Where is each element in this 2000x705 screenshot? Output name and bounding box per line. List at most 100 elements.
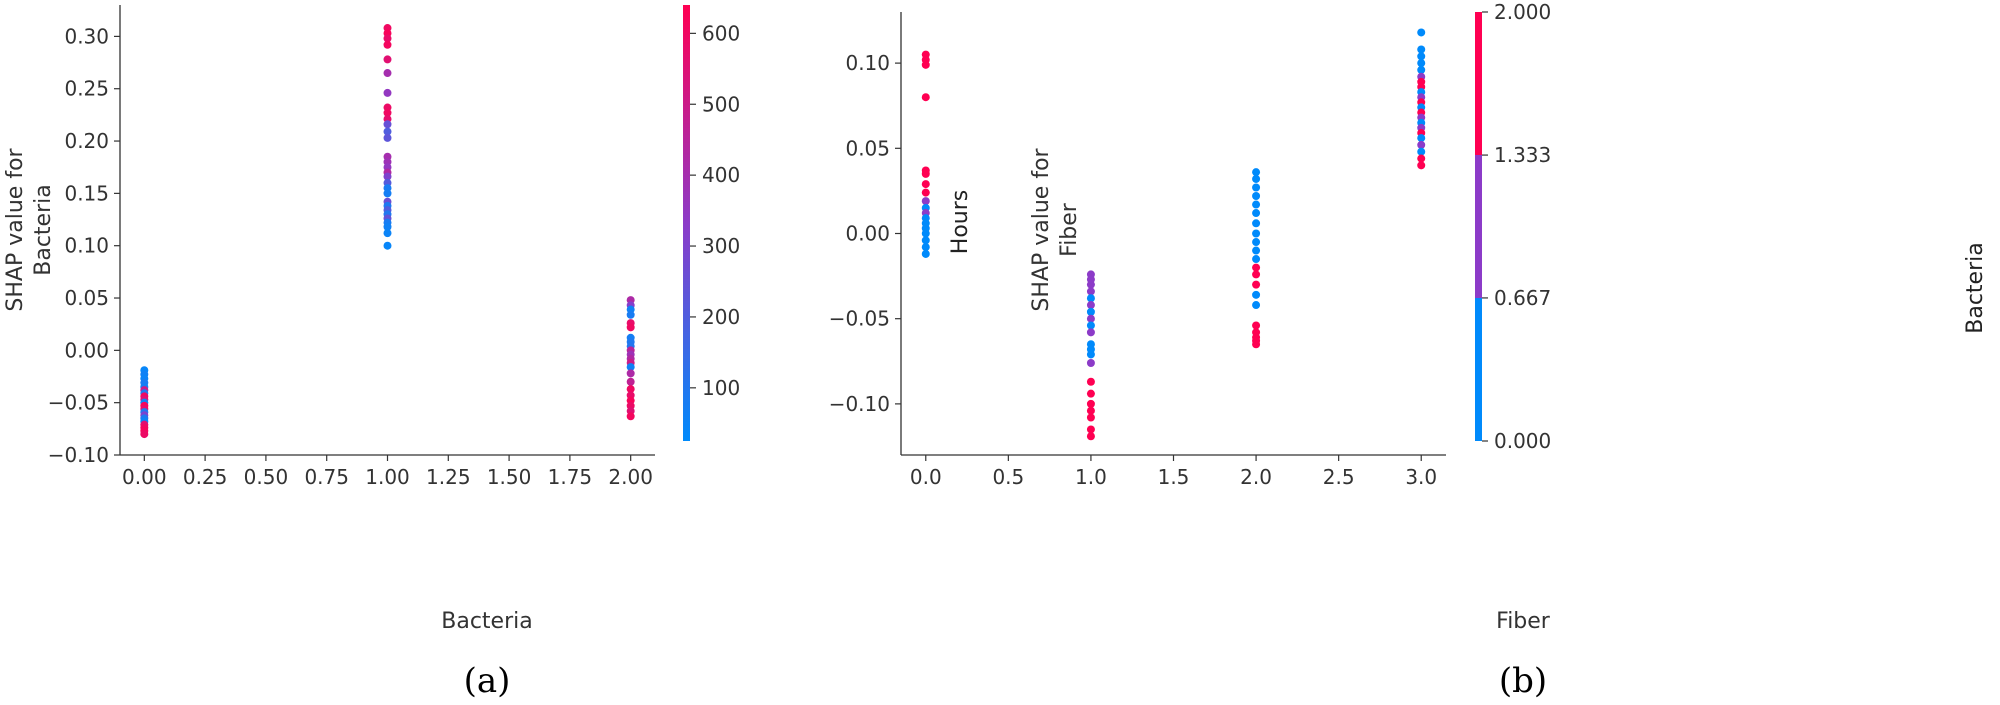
panel-a-y-tick-label: −0.10 [48,443,109,467]
panel-a-y-label-line-1: SHAP value for [3,147,28,311]
panel-a-data-point [626,412,635,421]
panel-a-data-point [383,120,392,129]
panel-a-y-tick-label: 0.25 [64,77,109,101]
panel-a-y-tick-label: 0.30 [64,24,109,48]
panel-b-data-point [921,236,930,245]
panel-b-caption: (b) [1499,661,1547,701]
panel-b-data-point [1252,246,1261,255]
panel-a-data-point [626,363,635,372]
panel-b-data-point [1086,307,1095,316]
panel-a-colorbar-tick-label: 600 [702,21,740,45]
panel-b-y-label-line-2: Fiber [1057,202,1082,257]
panel-a-data-point [383,172,392,181]
panel-b-data-point [921,249,930,258]
panel-b-data-point [1252,209,1261,218]
panel-a-x-tick-label: 1.75 [548,465,593,489]
panel-b-data-point [921,197,930,206]
panel-b-x-tick-label: 1.0 [1075,465,1107,489]
panel-a-data-point [626,377,635,386]
panel-b-data-point [1417,154,1426,163]
panel-a-x-tick-label: 1.00 [365,465,410,489]
panel-b-colorbar-tick-label: 0.667 [1494,286,1551,310]
panel-b-data-point [1417,134,1426,143]
panel-b-data-point [1086,406,1095,415]
panel-a-colorbar-tick-label: 300 [702,234,740,258]
panel-a-x-tick-label: 0.50 [244,465,289,489]
panel-a-x-tick-label: 1.25 [426,465,471,489]
panel-b-data-point [1086,321,1095,330]
panel-b-data-point [1252,263,1261,272]
panel-b-chart: SHAP value for Fiber Fiber Bacteria (b) … [829,0,1988,701]
panel-b-x-tick-label: 2.0 [1240,465,1272,489]
panel-b-data-point [1417,28,1426,37]
panel-a-data-point [383,88,392,97]
panel-b-data-point [1417,59,1426,68]
panel-b-data-point [1252,255,1261,264]
panel-b-data-point [1252,174,1261,183]
panel-b-marks: 0.0 0.5 1.0 1.5 2.0 2.5 3.0 −0.10 −0.05 0.00 0.05 0… [829,0,1552,489]
panel-b-data-point [1086,425,1095,434]
panel-a-x-axis-label: Bacteria [441,609,532,634]
panel-b-colorbar: 0.000 0.667 1.333 2.000 [1475,0,1551,453]
panel-b-data-point [1086,377,1095,386]
panel-a-data-point [383,69,392,78]
panel-b-data-point [1252,219,1261,228]
panel-b-data-point [1252,192,1261,201]
panel-b-colorbar-tick-label: 2.000 [1494,0,1551,24]
panel-a-chart: SHAP value for Bacteria Bacteria Hours (… [3,5,973,701]
panel-b-data-point [1252,238,1261,247]
panel-b-y-tick-label: 0.10 [845,51,890,75]
panel-b-data-point [1252,340,1261,349]
panel-a-x-tick-label: 0.25 [183,465,228,489]
panel-b-data-point [921,243,930,252]
panel-a-data-point [383,241,392,250]
panel-b-data-point [1417,140,1426,149]
panel-b-data-point [1252,183,1261,192]
panel-b-colorbar-label: Bacteria [1963,242,1988,333]
panel-a-data-point [626,369,635,378]
panel-a-data-point [383,222,392,231]
panel-b-colorbar-segment [1475,298,1482,441]
panel-b-data-point [1417,52,1426,61]
panel-a-colorbar-tick-label: 100 [702,376,740,400]
panel-b-data-point [1252,229,1261,238]
panel-b-data-point [1086,280,1095,289]
panel-b-data-point [1086,328,1095,337]
panel-a-y-tick-label: 0.10 [64,234,109,258]
panel-b-data-point [1417,147,1426,156]
panel-b-data-point [1417,65,1426,74]
panel-b-data-point [1417,45,1426,54]
panel-a-x-tick-label: 0.75 [304,465,349,489]
panel-b-data-point [1086,301,1095,310]
panel-b-data-point [1086,294,1095,303]
panel-b-y-tick-label: −0.05 [829,307,890,331]
panel-b-y-tick-label: −0.10 [829,392,890,416]
panel-a-y-tick-label: 0.05 [64,286,109,310]
panel-a-data-point [383,189,392,198]
panel-a-data-point [383,40,392,49]
panel-b-y-axis-label: SHAP value for Fiber [1029,147,1082,311]
panel-b-y-tick-label: 0.05 [845,136,890,160]
panel-b-data-point [1252,290,1261,299]
panel-a-y-tick-label: −0.05 [48,391,109,415]
panel-a-y-tick-label: 0.20 [64,129,109,153]
panel-a-x-tick-label: 1.50 [487,465,532,489]
panel-a-data-point [383,108,392,117]
panel-b-data-point [921,60,930,69]
panel-b-x-tick-label: 1.5 [1158,465,1190,489]
panel-b-data-point [1417,161,1426,170]
panel-a-data-point [383,133,392,142]
panel-a-x-tick-label: 2.00 [608,465,653,489]
panel-b-data-point [1252,321,1261,330]
panel-b-data-point [1086,350,1095,359]
panel-b-x-axis-label: Fiber [1496,609,1551,634]
panel-a-data-point [383,34,392,43]
panel-b-data-point [1086,389,1095,398]
panel-a-data-point [140,430,149,439]
panel-a-colorbar-tick-label: 200 [702,305,740,329]
panel-b-data-point [921,169,930,178]
panel-a-y-tick-label: 0.00 [64,338,109,362]
panel-b-colorbar-segment [1475,12,1482,155]
panel-b-data-point [921,93,930,102]
panel-b-data-point [1086,399,1095,408]
